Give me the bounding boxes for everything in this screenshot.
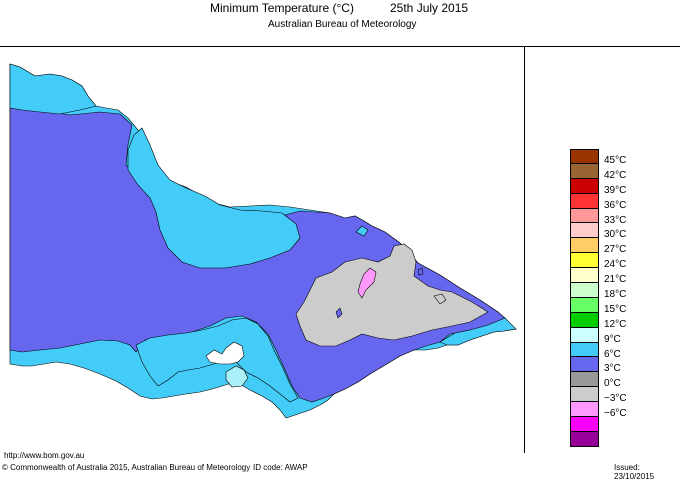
legend-label: 33°C [604, 214, 627, 226]
footer-url: http://www.bom.gov.au [4, 451, 85, 460]
legend-swatch [570, 283, 599, 298]
zone-grey-alpine [295, 243, 489, 347]
legend-swatch [570, 312, 599, 328]
legend-label: −3°C [604, 393, 627, 405]
legend-swatch [570, 268, 599, 284]
legend-swatch [570, 149, 599, 164]
zone-cyan-eastcoast [439, 317, 517, 346]
port-phillip-bay [205, 341, 245, 365]
legend-swatch [570, 357, 599, 373]
legend-label: 6°C [604, 348, 621, 360]
legend-swatch [570, 402, 599, 418]
zone-grey-east [433, 293, 447, 305]
legend-label: 27°C [604, 244, 627, 256]
footer-id-code: ID code: AWAP [253, 463, 308, 472]
zone-cyan-lake [355, 225, 369, 237]
zone-cyan-northwest [9, 63, 97, 115]
legend-frame [525, 46, 680, 453]
zone-cyan-north [127, 127, 301, 269]
footer-copyright: © Commonwealth of Australia 2015, Austra… [2, 463, 251, 472]
zone-blue-spot-1 [335, 307, 343, 319]
legend-label: 30°C [604, 229, 627, 241]
legend-swatch [570, 208, 599, 224]
legend-swatch [570, 297, 599, 313]
legend-swatch [570, 163, 599, 179]
legend-swatch [570, 387, 599, 403]
map-title: Minimum Temperature (°C) 25th July 2015 [0, 0, 680, 18]
title-text: Minimum Temperature (°C) [210, 1, 354, 15]
legend-swatch [570, 342, 599, 358]
legend-swatch [570, 372, 599, 388]
legend-label: 0°C [604, 378, 621, 390]
legend-label: −6°C [604, 408, 627, 420]
legend-label: 12°C [604, 318, 627, 330]
legend-swatch [570, 253, 599, 269]
legend-label: 24°C [604, 259, 627, 271]
victoria-temperature-map [9, 63, 517, 419]
map-subtitle: Australian Bureau of Meteorology [268, 19, 417, 30]
zone-pink-highcountry [357, 267, 377, 299]
legend-label: 45°C [604, 155, 627, 166]
legend-swatch [570, 223, 599, 239]
legend-swatch [570, 193, 599, 209]
footer-issued: Issued: 23/10/2015 [614, 463, 655, 481]
legend-label: 15°C [604, 303, 627, 315]
zone-blue-spot-2 [417, 267, 424, 276]
legend-label: 3°C [604, 363, 621, 375]
zone-lightcyan-bay [225, 365, 249, 388]
title-date: 25th July 2015 [390, 1, 469, 15]
legend-label: 42°C [604, 169, 627, 181]
legend-label: 18°C [604, 289, 627, 301]
legend-label: 9°C [604, 333, 621, 345]
legend-swatch [570, 178, 599, 194]
legend-label: 21°C [604, 274, 627, 286]
legend-label: 39°C [604, 184, 627, 196]
legend-label: 36°C [604, 199, 627, 211]
legend-swatch [570, 327, 599, 343]
legend-swatch [570, 417, 599, 432]
legend-swatch [570, 238, 599, 254]
map-frame [0, 46, 525, 453]
legend-swatch [570, 431, 599, 447]
